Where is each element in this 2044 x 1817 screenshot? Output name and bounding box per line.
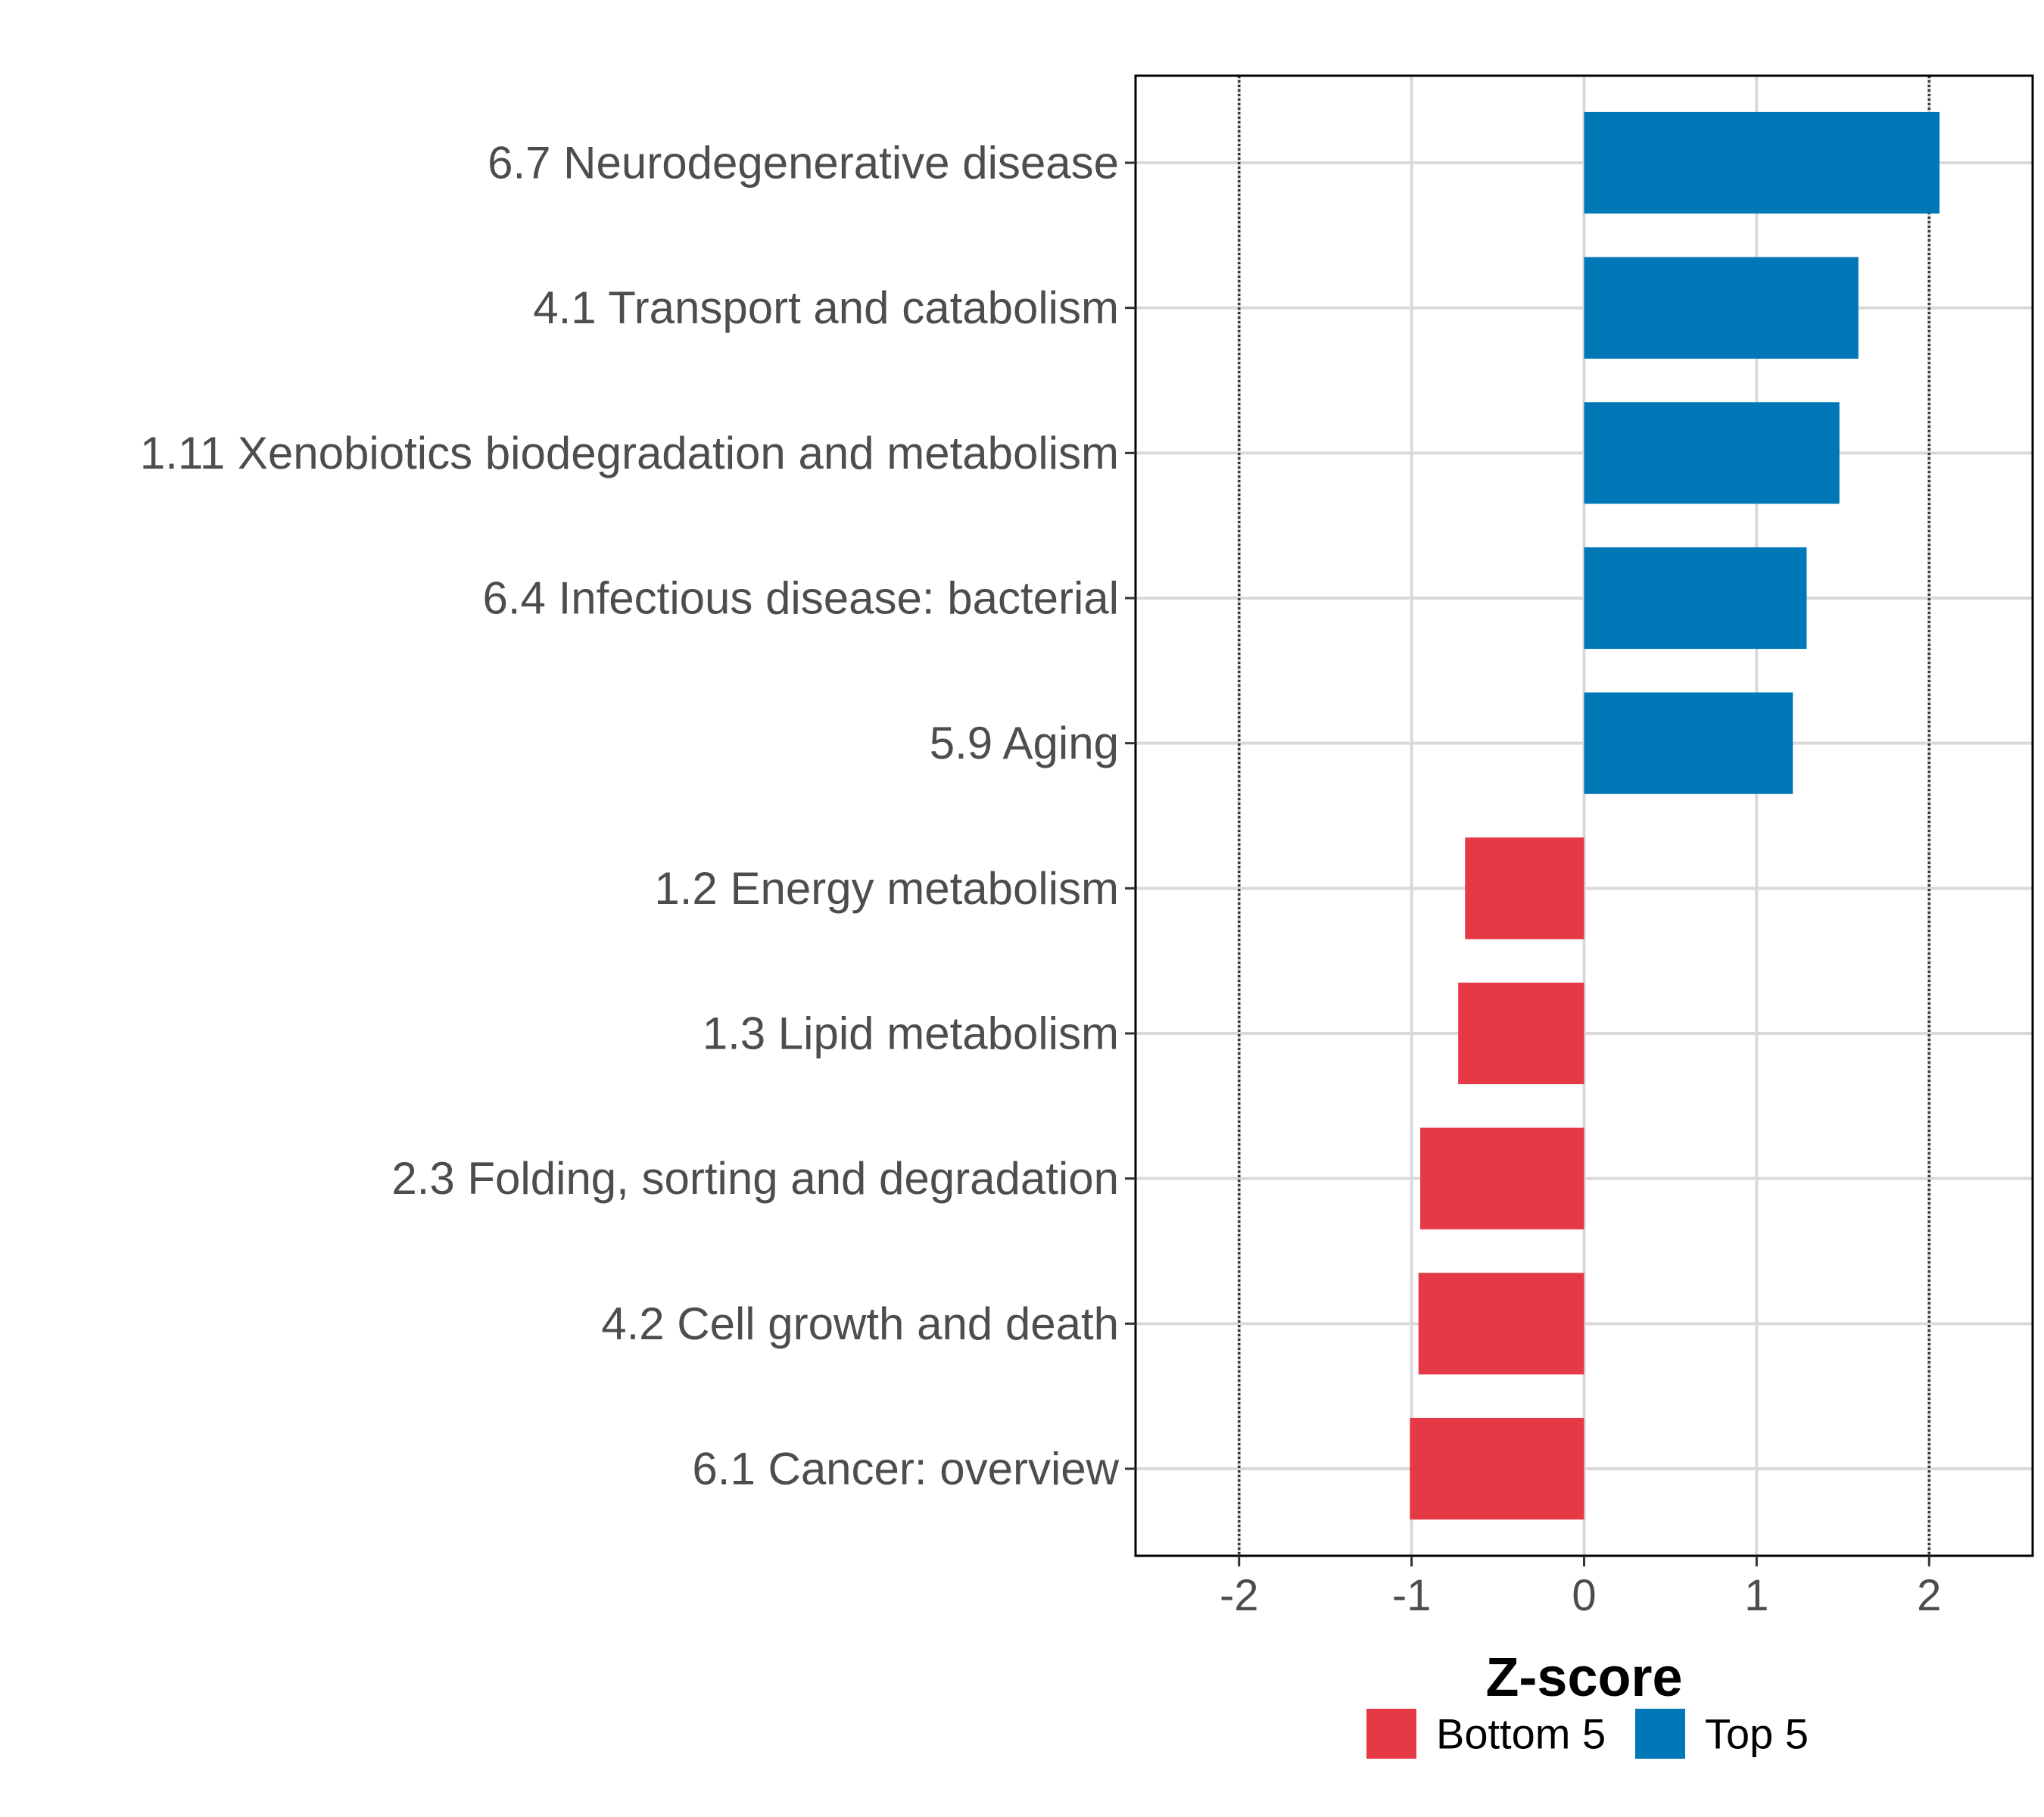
bars	[1410, 111, 1940, 1520]
category-label-1-11-xenobiotics-biodegradation-and-metabolism: 1.11 Xenobiotics biodegradation and meta…	[140, 428, 1119, 478]
legend: Bottom 5 Top 5	[1366, 1709, 1809, 1759]
x-axis-ticks	[1238, 1556, 1930, 1566]
bar-6-7-neurodegenerative-disease	[1584, 111, 1940, 214]
x-tick-label-3: 1	[1744, 1571, 1768, 1620]
legend-swatch-bottom-5	[1366, 1709, 1416, 1759]
x-tick-label-1: -1	[1392, 1571, 1432, 1620]
x-tick-label-4: 2	[1917, 1571, 1941, 1620]
category-label-2-3-folding-sorting-and-degradation: 2.3 Folding, sorting and degradation	[391, 1153, 1119, 1204]
category-label-1-2-energy-metabolism: 1.2 Energy metabolism	[654, 863, 1119, 914]
bar-1-3-lipid-metabolism	[1458, 982, 1584, 1085]
bar-6-1-cancer-overview	[1410, 1417, 1584, 1520]
y-axis-ticks	[1125, 161, 1136, 1470]
legend-swatch-top-5	[1635, 1709, 1685, 1759]
x-tick-label-0: -2	[1220, 1571, 1259, 1620]
bar-4-2-cell-growth-and-death	[1418, 1273, 1584, 1375]
bar-1-2-energy-metabolism	[1465, 837, 1584, 940]
y-axis-labels: 6.7 Neurodegenerative disease 4.1 Transpo…	[140, 138, 1120, 1494]
category-label-4-2-cell-growth-and-death: 4.2 Cell growth and death	[601, 1298, 1119, 1349]
legend-label-top-5: Top 5	[1705, 1710, 1809, 1758]
x-axis-title: Z-score	[1485, 1647, 1682, 1708]
bar-4-1-transport-and-catabolism	[1584, 257, 1859, 359]
bar-2-3-folding-sorting-and-degradation	[1420, 1127, 1584, 1230]
category-label-5-9-aging: 5.9 Aging	[930, 718, 1119, 768]
bar-1-11-xenobiotics-biodegradation-and-metabolism	[1584, 402, 1840, 504]
category-label-6-1-cancer-overview: 6.1 Cancer: overview	[692, 1444, 1119, 1494]
bar-5-9-aging	[1584, 692, 1793, 794]
category-label-1-3-lipid-metabolism: 1.3 Lipid metabolism	[703, 1008, 1119, 1059]
bar-6-4-infectious-disease-bacterial	[1584, 547, 1807, 650]
category-label-6-4-infectious-disease-bacterial: 6.4 Infectious disease: bacterial	[483, 573, 1120, 624]
category-label-6-7-neurodegenerative-disease: 6.7 Neurodegenerative disease	[488, 138, 1119, 189]
x-axis-labels: -2 -1 0 1 2	[1220, 1571, 1941, 1620]
reference-lines	[1237, 76, 1931, 1556]
legend-label-bottom-5: Bottom 5	[1436, 1710, 1606, 1758]
x-tick-label-2: 0	[1572, 1571, 1596, 1620]
category-label-4-1-transport-and-catabolism: 4.1 Transport and catabolism	[533, 282, 1119, 333]
